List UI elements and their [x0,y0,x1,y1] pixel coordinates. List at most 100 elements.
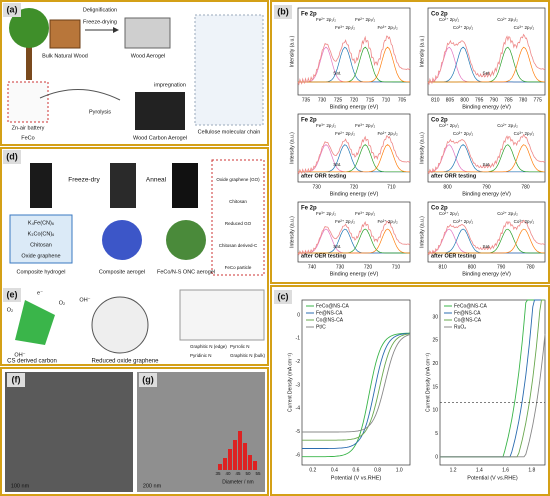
label: e⁻ [37,290,43,296]
panel-label: (f) [12,374,21,384]
label: Reduced GO [225,221,252,226]
plot-frame [439,299,546,466]
label: 810 [431,97,440,103]
label: Binding energy (eV) [462,191,511,197]
label: Binding energy (eV) [462,104,511,110]
label: 0.4 [331,467,338,473]
label: Co²⁺ 2p₃/₂ [497,211,518,216]
label: O₂ [7,307,13,313]
label: Fe²⁺ 2p₃/₂ [377,131,397,136]
label: Fe²⁺ 2p₃/₂ [377,219,397,224]
label: after OER testing [301,253,346,259]
label: 730 [318,97,327,103]
label: Binding energy (eV) [330,104,379,110]
plot-frame [297,201,411,263]
label: 0.8 [374,467,381,473]
panel-label-bg [274,290,292,304]
label: Fe 2p [301,12,317,18]
label: OH⁻ [14,352,25,358]
label: Fe 2p [301,206,317,212]
label: Fe@NS-CA [316,310,343,316]
label: Co 2p [431,206,448,212]
label: OH⁻ [79,297,90,303]
label: Zn-air battery [12,125,45,131]
panel-label: (d) [6,151,18,161]
plot-frame [427,7,546,96]
label: 780 [526,264,535,270]
spectrum [427,33,546,86]
label: 25 [432,338,438,344]
label: after ORR testing [301,173,346,179]
hist-bar [223,458,227,470]
label: 720 [364,264,373,270]
panel-label-bg [274,5,292,19]
label: -1 [296,336,301,342]
carbon-aerogel [135,92,185,130]
spectrum [297,220,411,256]
label: Fe³⁺ 2p₃/₂ [355,211,375,216]
wood-aerogel [124,17,171,49]
label: Fe²⁺ 2p₁/₂ [335,131,355,136]
label: Co 2p [431,12,448,18]
label: K₃Co(CN)₆ [28,231,55,237]
label: 1.4 [476,467,483,473]
label: 720 [350,184,359,190]
label: Anneal [146,177,167,184]
label: 1.8 [528,467,535,473]
plot-frame [297,113,411,183]
label: CS derived carbon [7,359,57,365]
label: 710 [392,264,401,270]
label: 775 [534,97,543,103]
label: O₂ [59,300,65,306]
label: Fe³⁺ 2p₁/₂ [335,25,355,30]
label: Fe²⁺ 2p₁/₂ [335,219,355,224]
label: Co@NS-CA [316,317,344,323]
tem-image [137,372,265,492]
lsv-curve [302,333,411,441]
hist-bar [253,461,257,470]
label: Intensity (a.u.) [419,216,425,248]
label: Co³⁺ 2p₁/₂ [453,219,474,224]
label: 35 [215,471,221,476]
label: Co²⁺ 2p₁/₂ [439,17,460,22]
label: after ORR testing [431,173,476,179]
panel-label: (g) [142,374,154,384]
label: 790 [482,184,491,190]
label: Chitosan derived-C [219,243,258,248]
label: impregnation [154,82,186,88]
label: 705 [398,97,407,103]
label: 0.2 [309,467,316,473]
label: Fe³⁺ 2p₁/₂ [316,211,336,216]
label: Oxide graphene (GO) [216,177,260,182]
label: Graphitic N (bulk) [230,353,266,358]
label: Fe³⁺ 2p₃/₂ [377,25,397,30]
label: FeCo [21,135,34,141]
label: 810 [438,264,447,270]
label: Fe²⁺ 2p₁/₂ [316,17,336,22]
label: Wood Carbon Aerogel [133,135,187,141]
label: 15 [432,384,438,390]
legend-box [211,159,265,276]
fit-peak [428,46,546,83]
fit-peak [428,144,546,173]
label: 5 [435,431,438,437]
label: Co³⁺ 2p₁/₂ [453,131,474,136]
label: 730 [336,264,345,270]
panel-label-bg [3,3,21,17]
label: FeCo@NS-CA [454,303,488,309]
panel-label-bg [7,373,25,387]
label: 710 [382,97,391,103]
label: -2 [296,359,301,365]
label: Freeze-drying [83,19,117,25]
lsv-curve [302,334,411,433]
hist-bar [238,431,242,470]
label: 40 [225,471,231,476]
label: Co²⁺ 2p₃/₂ [497,123,518,128]
label: Pyridinic N [190,353,212,358]
label: Binding energy (eV) [462,271,511,277]
label: RuO₂ [454,324,466,330]
label: Co 2p [431,118,448,124]
lattice [179,289,265,341]
label: Chitosan [30,242,52,248]
label: Bulk Natural Wood [42,53,88,59]
